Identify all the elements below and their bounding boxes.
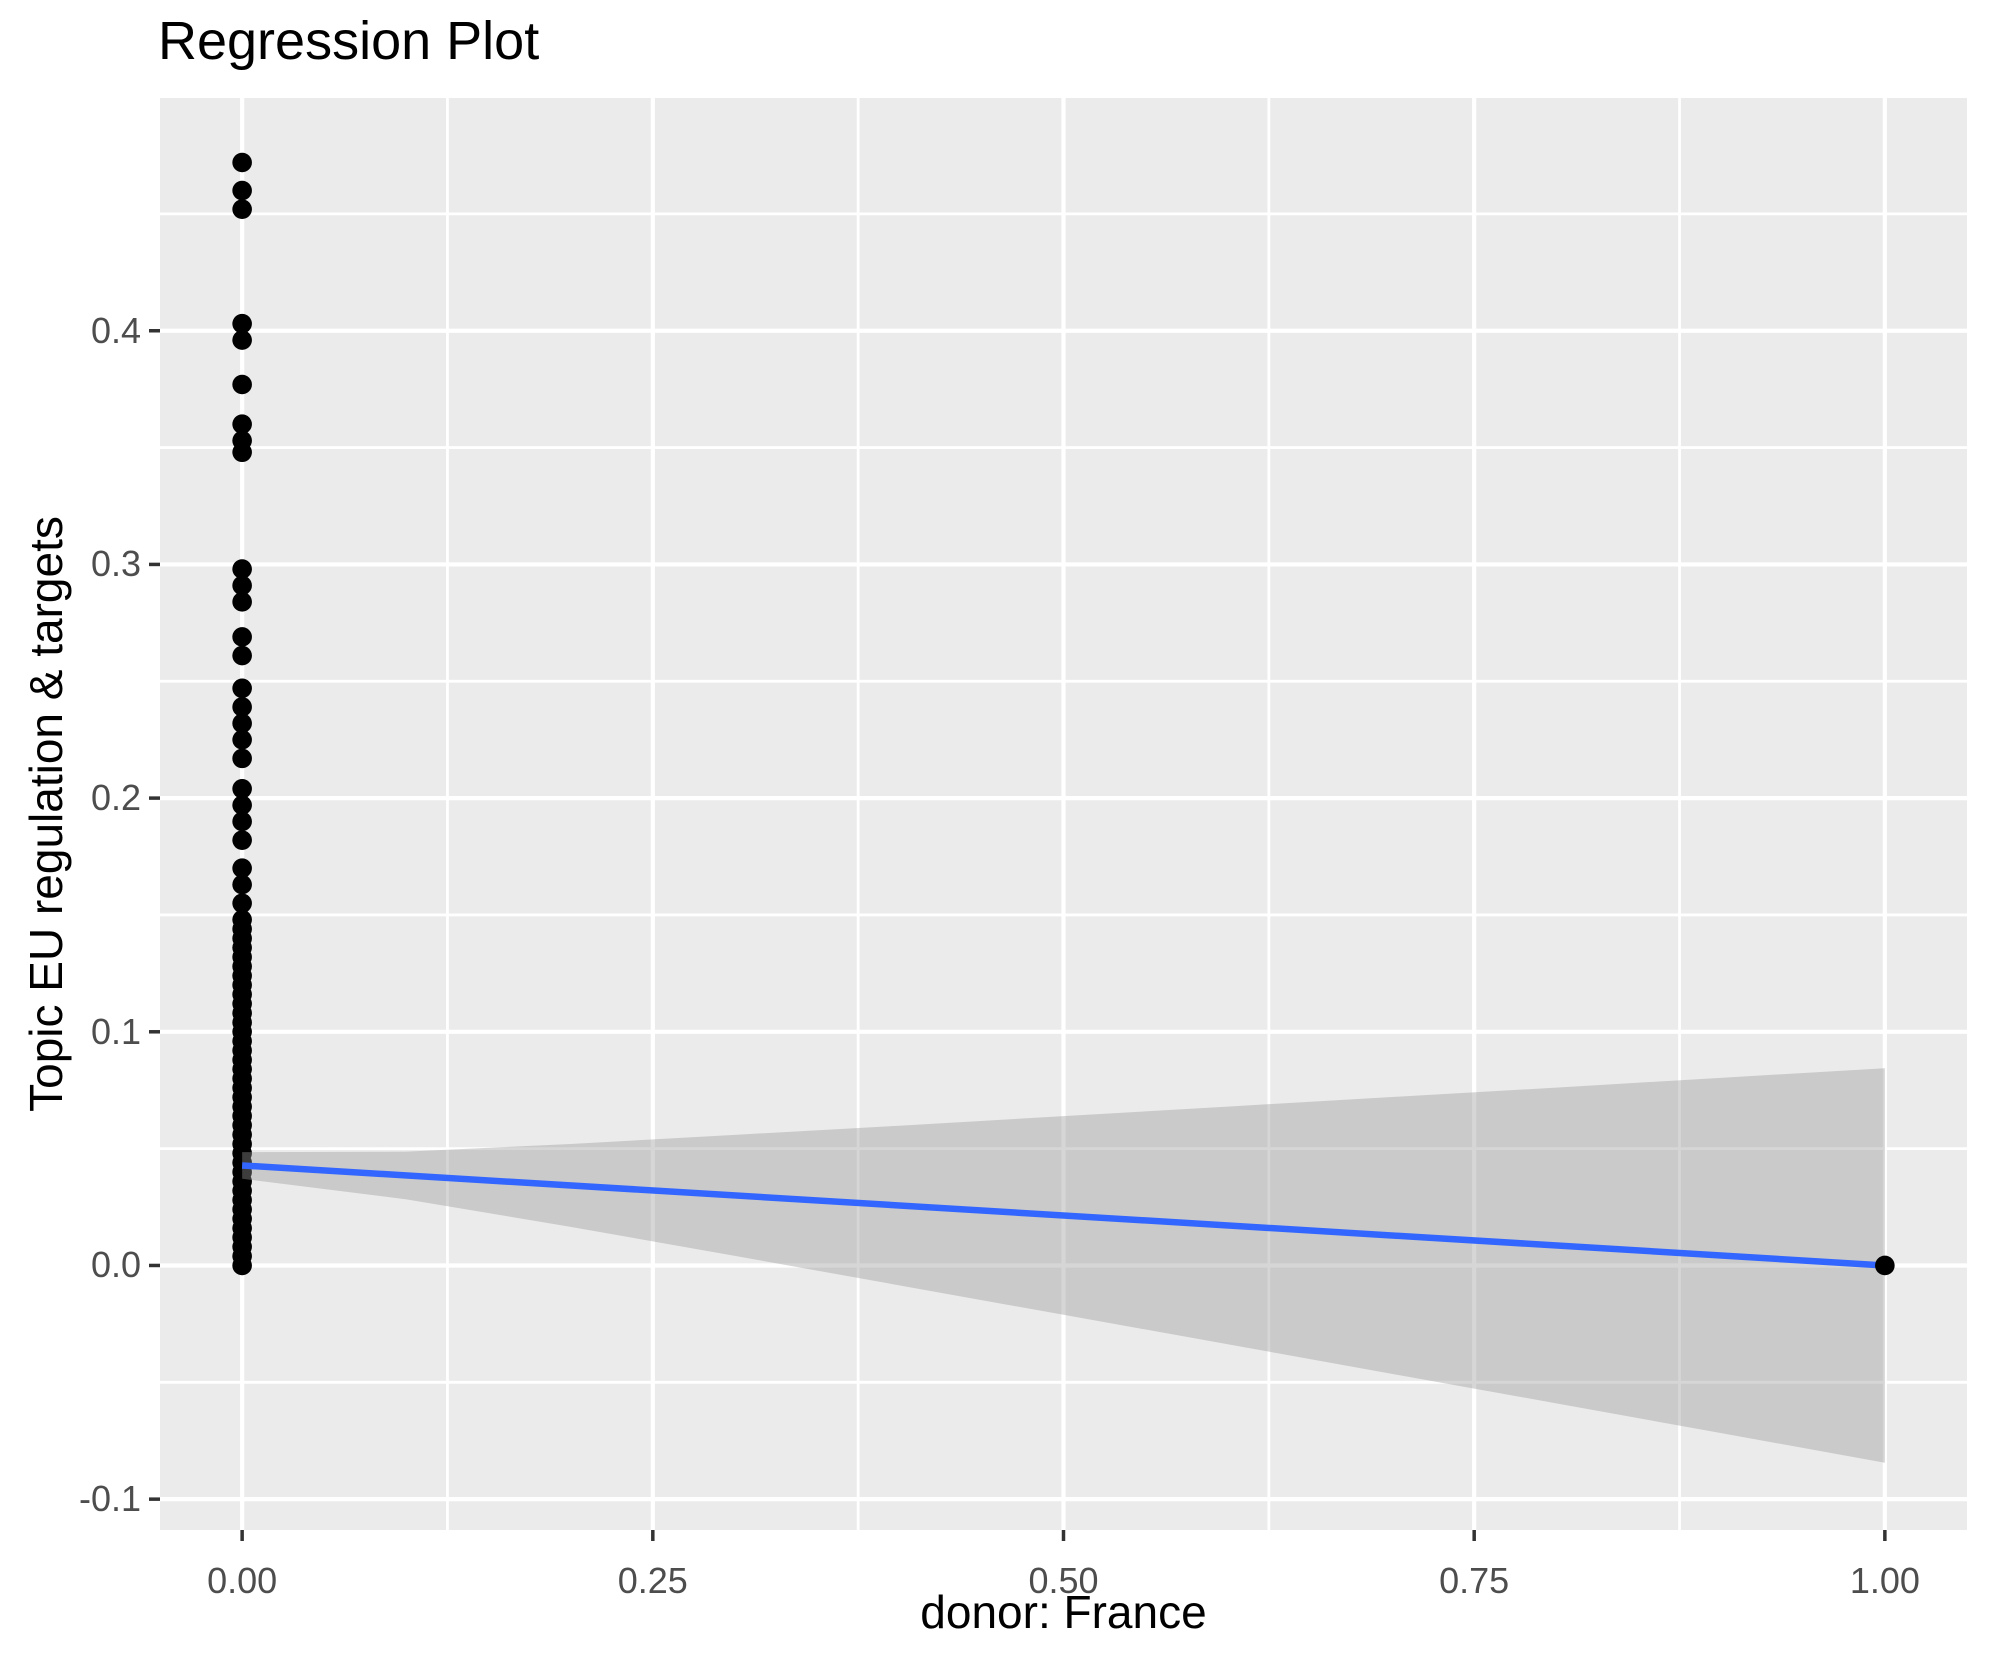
- data-point: [232, 811, 252, 832]
- data-point: [232, 858, 252, 879]
- data-point: [232, 713, 252, 734]
- data-point: [232, 778, 252, 799]
- data-point: [232, 575, 252, 596]
- data-point: [232, 645, 252, 666]
- data-point: [232, 729, 252, 750]
- data-point: [232, 748, 252, 769]
- data-point: [232, 1255, 252, 1276]
- y-tick-label: 0.4: [90, 309, 141, 351]
- plot-title: Regression Plot: [158, 11, 540, 71]
- data-point: [232, 330, 252, 350]
- data-point: [232, 442, 252, 463]
- y-tick-label: -0.1: [78, 1478, 141, 1520]
- regression-line: [241, 1162, 1886, 1269]
- y-tick-label: 0.1: [90, 1010, 141, 1052]
- y-tick-label: 0.3: [90, 543, 141, 585]
- data-point: [232, 559, 252, 579]
- data-point: [232, 199, 252, 220]
- data-point: [232, 874, 252, 895]
- confidence-band: [242, 1068, 1885, 1463]
- x-tick-label: 0.25: [617, 1560, 688, 1601]
- y-tick-label: 0.0: [90, 1244, 141, 1286]
- data-point: [232, 152, 252, 173]
- x-tick-label: 0.00: [207, 1560, 278, 1601]
- data-point: [232, 697, 252, 717]
- data-point: [232, 180, 252, 201]
- data-point: [232, 678, 252, 699]
- data-point: [232, 893, 252, 914]
- data-point: [232, 414, 252, 435]
- x-tick-label: 0.75: [1439, 1560, 1510, 1601]
- y-tick-label: 0.2: [90, 777, 141, 819]
- x-axis-title: donor: France: [920, 1586, 1207, 1638]
- data-point: [1875, 1255, 1895, 1276]
- x-tick-label: 0.50: [1028, 1560, 1099, 1601]
- x-tick-label: 1.00: [1849, 1560, 1920, 1601]
- data-point: [232, 795, 252, 815]
- data-point: [232, 830, 252, 850]
- data-point: [232, 313, 252, 334]
- data-point: [232, 374, 252, 395]
- data-point: [232, 592, 252, 612]
- data-point: [232, 627, 252, 647]
